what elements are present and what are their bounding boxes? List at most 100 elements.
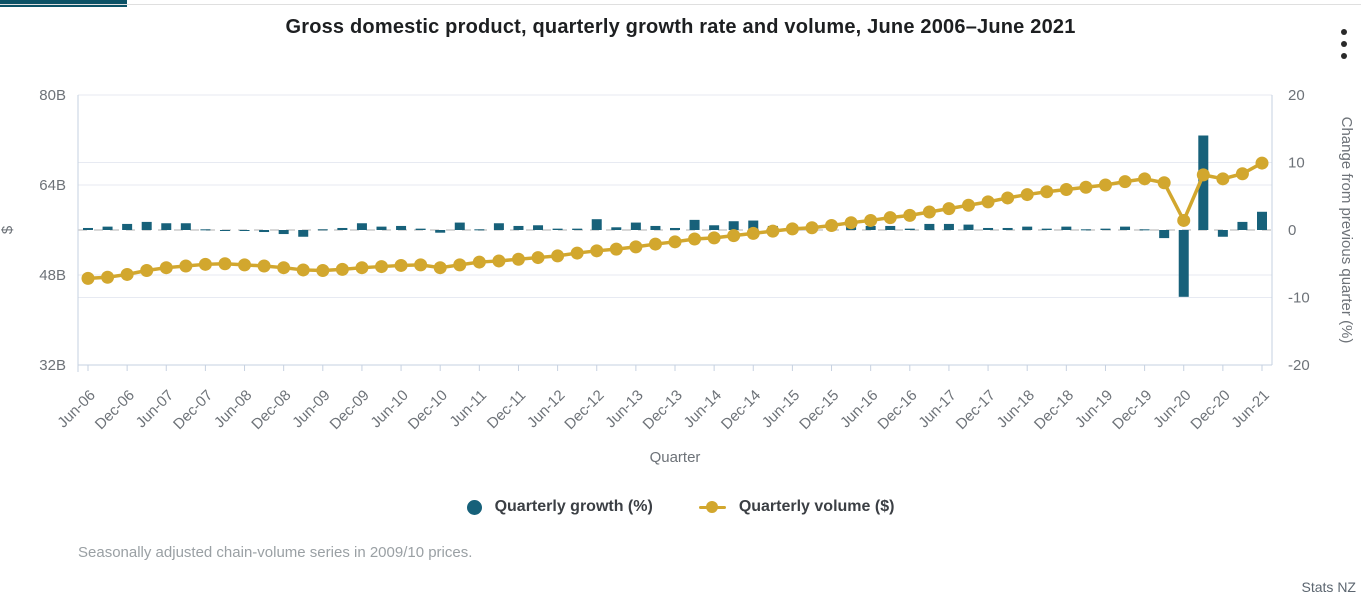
growth-bar[interactable] bbox=[435, 230, 446, 233]
volume-point[interactable] bbox=[1196, 168, 1210, 182]
growth-bar[interactable] bbox=[493, 223, 504, 230]
volume-point[interactable] bbox=[1216, 172, 1230, 186]
volume-point[interactable] bbox=[1157, 176, 1171, 190]
growth-bar[interactable] bbox=[180, 223, 191, 230]
volume-point[interactable] bbox=[883, 211, 897, 225]
growth-bar[interactable] bbox=[259, 230, 270, 233]
volume-point[interactable] bbox=[453, 258, 467, 272]
growth-bar[interactable] bbox=[591, 219, 602, 230]
growth-bar[interactable] bbox=[1080, 229, 1091, 231]
growth-bar[interactable] bbox=[709, 225, 720, 230]
volume-point[interactable] bbox=[727, 229, 741, 243]
volume-point[interactable] bbox=[785, 222, 799, 236]
legend-item-volume[interactable]: Quarterly volume ($) bbox=[698, 498, 894, 516]
volume-point[interactable] bbox=[864, 213, 878, 227]
volume-point[interactable] bbox=[1255, 156, 1269, 170]
volume-point[interactable] bbox=[1040, 185, 1054, 199]
growth-bar[interactable] bbox=[356, 223, 367, 230]
growth-bar[interactable] bbox=[1178, 230, 1189, 297]
growth-bar[interactable] bbox=[885, 225, 896, 230]
growth-bar[interactable] bbox=[122, 223, 133, 230]
volume-point[interactable] bbox=[492, 254, 506, 268]
volume-point[interactable] bbox=[296, 263, 310, 277]
volume-point[interactable] bbox=[101, 270, 115, 284]
volume-point[interactable] bbox=[942, 202, 956, 216]
growth-bar[interactable] bbox=[1041, 228, 1052, 230]
growth-bar[interactable] bbox=[337, 227, 348, 230]
growth-bar[interactable] bbox=[1257, 211, 1267, 230]
growth-bar[interactable] bbox=[141, 221, 152, 230]
volume-point[interactable] bbox=[472, 255, 486, 269]
volume-point[interactable] bbox=[1118, 175, 1132, 189]
volume-point[interactable] bbox=[316, 264, 330, 277]
growth-bar[interactable] bbox=[1120, 226, 1131, 230]
growth-bar[interactable] bbox=[1002, 227, 1013, 230]
growth-bar[interactable] bbox=[239, 230, 250, 231]
growth-bar[interactable] bbox=[278, 230, 289, 235]
volume-point[interactable] bbox=[531, 251, 545, 265]
growth-bar[interactable] bbox=[454, 222, 465, 230]
growth-bar[interactable] bbox=[670, 227, 680, 230]
volume-point[interactable] bbox=[1235, 167, 1249, 181]
growth-bar[interactable] bbox=[415, 228, 426, 230]
volume-point[interactable] bbox=[1001, 191, 1015, 205]
growth-bar[interactable] bbox=[963, 224, 974, 230]
volume-point[interactable] bbox=[590, 244, 604, 258]
volume-point[interactable] bbox=[1177, 213, 1191, 227]
legend-item-growth[interactable]: Quarterly growth (%) bbox=[466, 498, 653, 516]
growth-bar[interactable] bbox=[904, 228, 915, 230]
volume-point[interactable] bbox=[198, 257, 212, 271]
growth-bar[interactable] bbox=[572, 228, 583, 230]
growth-bar[interactable] bbox=[376, 226, 387, 230]
volume-point[interactable] bbox=[238, 258, 252, 272]
growth-bar[interactable] bbox=[630, 222, 641, 230]
volume-point[interactable] bbox=[1138, 172, 1152, 186]
volume-point[interactable] bbox=[179, 259, 193, 273]
growth-bar[interactable] bbox=[943, 223, 954, 230]
growth-bar[interactable] bbox=[748, 220, 759, 230]
growth-bar[interactable] bbox=[317, 229, 328, 231]
growth-bar[interactable] bbox=[474, 229, 485, 231]
volume-point[interactable] bbox=[81, 271, 95, 285]
volume-point[interactable] bbox=[981, 195, 995, 209]
volume-point[interactable] bbox=[825, 219, 839, 232]
growth-bar[interactable] bbox=[161, 223, 172, 230]
growth-bar[interactable] bbox=[1237, 221, 1248, 230]
volume-point[interactable] bbox=[1079, 180, 1093, 194]
volume-point[interactable] bbox=[120, 267, 134, 281]
volume-point[interactable] bbox=[707, 231, 721, 245]
volume-point[interactable] bbox=[570, 246, 584, 260]
volume-point[interactable] bbox=[629, 240, 643, 254]
volume-point[interactable] bbox=[844, 216, 858, 230]
growth-bar[interactable] bbox=[1139, 229, 1150, 231]
growth-bar[interactable] bbox=[1022, 226, 1033, 230]
volume-point[interactable] bbox=[277, 261, 291, 275]
growth-bar[interactable] bbox=[298, 230, 309, 237]
growth-bar[interactable] bbox=[1198, 135, 1209, 231]
volume-point[interactable] bbox=[433, 261, 447, 275]
growth-bar[interactable] bbox=[689, 219, 700, 230]
volume-point[interactable] bbox=[805, 221, 819, 235]
growth-bar[interactable] bbox=[1159, 230, 1170, 239]
volume-point[interactable] bbox=[335, 262, 349, 276]
volume-point[interactable] bbox=[159, 261, 173, 275]
growth-bar[interactable] bbox=[102, 226, 113, 230]
growth-bar[interactable] bbox=[1217, 230, 1228, 237]
volume-point[interactable] bbox=[648, 237, 662, 251]
growth-bar[interactable] bbox=[924, 223, 935, 230]
kebab-menu-icon[interactable] bbox=[1333, 27, 1355, 61]
volume-point[interactable] bbox=[140, 264, 154, 277]
volume-point[interactable] bbox=[1020, 188, 1034, 202]
volume-point[interactable] bbox=[414, 258, 428, 272]
volume-point[interactable] bbox=[1059, 183, 1073, 196]
volume-point[interactable] bbox=[551, 249, 565, 263]
volume-point[interactable] bbox=[962, 198, 975, 212]
growth-bar[interactable] bbox=[650, 225, 661, 230]
growth-bar[interactable] bbox=[983, 227, 994, 230]
volume-point[interactable] bbox=[1098, 178, 1112, 192]
growth-bar[interactable] bbox=[1100, 228, 1111, 230]
volume-point[interactable] bbox=[688, 232, 702, 246]
growth-bar[interactable] bbox=[552, 228, 563, 230]
growth-bar[interactable] bbox=[513, 225, 524, 230]
growth-bar[interactable] bbox=[1061, 226, 1072, 230]
